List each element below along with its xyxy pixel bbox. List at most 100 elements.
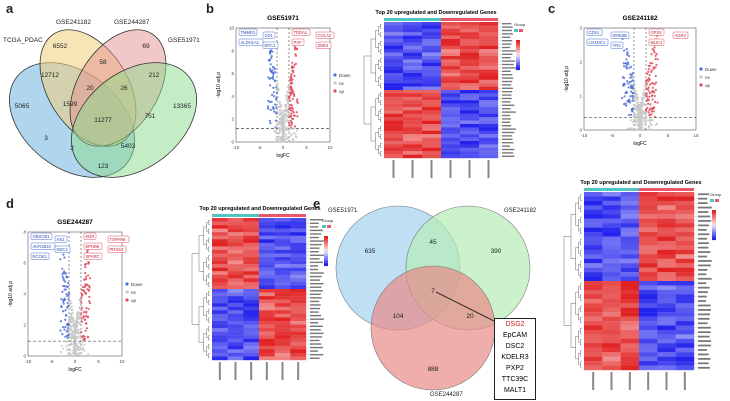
volcano-point-ns	[637, 116, 640, 120]
heatmap-row-label	[502, 36, 511, 38]
heatmap-cell	[290, 242, 307, 247]
heatmap-cell	[657, 325, 676, 331]
venn3-region-only-g241: 390	[491, 248, 502, 255]
volcano-point-up	[82, 311, 85, 314]
volcano-point-up	[291, 97, 294, 100]
volcano-point-up	[653, 100, 657, 104]
heatmap-c: Group	[563, 188, 722, 390]
volcano-legend-label: up	[131, 298, 137, 303]
volcano-point-ns	[644, 122, 647, 125]
heatmap-cell	[259, 331, 275, 336]
volcano-point-down	[267, 58, 271, 62]
volcano-point-up	[82, 289, 85, 292]
venn4-region-tcga-g244-g519: 2	[70, 145, 74, 152]
volcano-point-down	[627, 63, 630, 66]
heatmap-cell	[290, 352, 307, 357]
heatmap-cell	[259, 345, 275, 350]
heatmap-row-label	[502, 108, 511, 110]
heatmap-cell	[584, 298, 603, 304]
heatmap-cell	[274, 352, 291, 357]
volcano-point-ns	[69, 299, 72, 302]
heatmap-cell	[290, 328, 307, 332]
volcano-up-gene-box	[107, 235, 130, 243]
volcano-point-up	[84, 329, 87, 332]
volcano-point-down	[623, 82, 626, 85]
volcano-y-tick: 3	[579, 26, 582, 31]
heatmap-cell	[212, 352, 228, 357]
volcano-point-ns	[66, 348, 69, 352]
heatmap-cell	[620, 245, 640, 251]
heatmap-row-label	[698, 206, 712, 209]
heatmap-col-label	[683, 372, 686, 390]
heatmap-cell	[212, 274, 228, 279]
heatmap-colorbar-step	[324, 261, 328, 264]
heatmap-cell	[460, 86, 480, 91]
heatmap-cell	[602, 316, 621, 322]
volcano-point-ns	[636, 104, 640, 107]
heatmap-cell	[602, 347, 621, 353]
heatmap-colorbar-step	[324, 256, 328, 259]
heatmap-cell	[422, 144, 442, 148]
volcano-point-ns	[283, 104, 287, 107]
heatmap-cell	[422, 32, 442, 36]
heatmap-cell	[227, 281, 244, 286]
heatmap-cell	[675, 272, 695, 277]
heatmap-row-label	[502, 91, 513, 93]
heatmap-cell	[657, 192, 676, 197]
heatmap-cell	[460, 32, 480, 36]
heatmap-cell	[212, 310, 228, 315]
heatmap-cell	[639, 347, 658, 353]
heatmap-cell	[212, 296, 228, 300]
volcano-ylabel: -log10 adj.p	[216, 72, 222, 98]
volcano-point-down	[267, 99, 270, 102]
heatmap-cell	[422, 124, 442, 128]
heatmap-cell	[259, 242, 275, 247]
venn3-diagram: GSE51971 GSE241182 GSE244287 635 390 888…	[328, 205, 537, 398]
heatmap-cell	[243, 246, 260, 251]
heatmap-cell	[657, 347, 676, 353]
heatmap-row-label	[698, 282, 707, 285]
heatmap-cell	[384, 110, 404, 114]
volcano-up-gene-box	[83, 242, 103, 250]
volcano-point-ns	[282, 126, 285, 129]
volcano-up-gene-label: EPHB6	[86, 244, 100, 249]
heatmap-cell	[274, 303, 291, 307]
heatmap-cell	[403, 134, 423, 138]
heatmap-row-label	[698, 237, 707, 240]
venn3-set-label-g519: GSE51971	[328, 208, 358, 214]
heatmap-cell	[657, 352, 676, 357]
heatmap-cell	[422, 96, 442, 101]
heatmap-cell	[243, 352, 260, 357]
gene-item-epcam: EpCAM	[502, 332, 528, 339]
heatmap-cell	[422, 134, 442, 138]
volcano-point-up	[652, 67, 655, 70]
volcano-y-tick: 2	[23, 323, 26, 328]
heatmap-cell	[441, 154, 461, 159]
volcano-point-up	[289, 119, 293, 123]
heatmap-cell	[384, 22, 404, 26]
venn4-set-label-g519: GSE51971	[168, 37, 200, 44]
heatmap-cell	[479, 144, 499, 148]
heatmap-cell	[259, 320, 275, 325]
heatmap-cell	[403, 100, 423, 104]
heatmap-cell	[227, 257, 244, 261]
volcano-point-ns	[634, 120, 637, 123]
volcano-point-ns	[71, 349, 75, 352]
heatmap-cell	[602, 356, 621, 362]
volcano-point-down	[624, 62, 627, 65]
heatmap-cell	[259, 313, 275, 318]
volcano-point-ns	[75, 329, 78, 332]
volcano-point-ns	[68, 348, 71, 351]
heatmap-cell	[675, 294, 695, 299]
heatmap-cell	[441, 134, 461, 138]
volcano-legend-label: up	[339, 89, 345, 94]
heatmap-cell	[227, 228, 244, 233]
heatmap-cell	[274, 324, 291, 329]
heatmap-cell	[479, 45, 499, 50]
heatmap-cell	[639, 329, 658, 335]
volcano-point-up	[656, 101, 659, 104]
heatmap-cell	[584, 316, 603, 322]
heatmap-cell	[479, 49, 499, 53]
heatmap-cell	[441, 76, 461, 80]
